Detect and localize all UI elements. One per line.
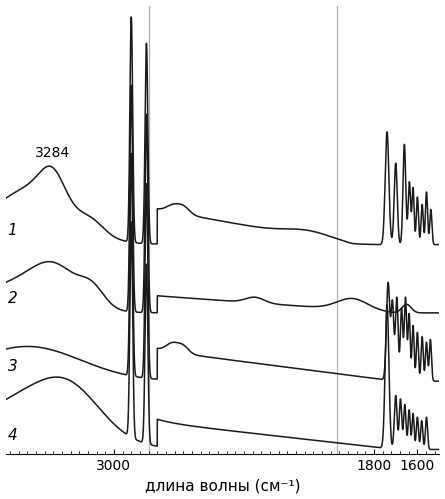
Text: 3: 3 [8, 359, 17, 374]
Text: 1: 1 [8, 223, 17, 238]
X-axis label: длина волны (см⁻¹): длина волны (см⁻¹) [145, 479, 300, 494]
Text: 4: 4 [8, 428, 17, 443]
Text: 2: 2 [8, 291, 17, 306]
Text: 3284: 3284 [35, 146, 70, 161]
